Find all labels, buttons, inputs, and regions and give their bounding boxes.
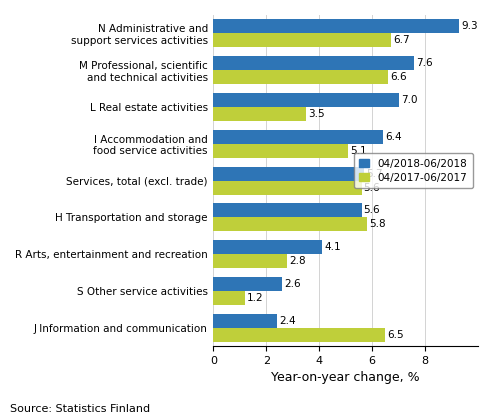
- Text: 5.1: 5.1: [351, 146, 367, 156]
- Bar: [213, 328, 386, 342]
- Bar: [213, 254, 287, 268]
- X-axis label: Year-on-year change, %: Year-on-year change, %: [271, 371, 420, 384]
- Bar: [213, 181, 361, 195]
- Text: 2.4: 2.4: [279, 316, 296, 326]
- Text: 5.8: 5.8: [369, 219, 386, 229]
- Bar: [213, 277, 282, 291]
- Text: 6.7: 6.7: [393, 35, 409, 45]
- Text: 7.6: 7.6: [417, 58, 433, 68]
- Bar: [213, 291, 245, 305]
- Bar: [213, 93, 399, 107]
- Bar: [213, 130, 383, 144]
- Text: 6.5: 6.5: [387, 329, 404, 340]
- Text: 4.1: 4.1: [324, 242, 341, 252]
- Text: 5.7: 5.7: [366, 168, 383, 178]
- Bar: [213, 144, 348, 158]
- Bar: [213, 107, 306, 121]
- Bar: [213, 56, 415, 70]
- Text: 6.4: 6.4: [385, 132, 401, 142]
- Text: 1.2: 1.2: [247, 293, 264, 303]
- Text: 5.6: 5.6: [364, 206, 380, 215]
- Text: 2.6: 2.6: [284, 279, 301, 289]
- Text: 6.6: 6.6: [390, 72, 407, 82]
- Text: Source: Statistics Finland: Source: Statistics Finland: [10, 404, 150, 414]
- Text: 5.6: 5.6: [364, 183, 380, 193]
- Bar: [213, 166, 364, 181]
- Bar: [213, 203, 361, 217]
- Text: 2.8: 2.8: [289, 256, 306, 266]
- Bar: [213, 217, 367, 231]
- Bar: [213, 240, 322, 254]
- Bar: [213, 33, 390, 47]
- Bar: [213, 314, 277, 328]
- Bar: [213, 70, 388, 84]
- Text: 3.5: 3.5: [308, 109, 325, 119]
- Bar: [213, 20, 459, 33]
- Text: 9.3: 9.3: [461, 21, 478, 31]
- Text: 7.0: 7.0: [401, 95, 417, 105]
- Legend: 04/2018-06/2018, 04/2017-06/2017: 04/2018-06/2018, 04/2017-06/2017: [354, 154, 473, 188]
